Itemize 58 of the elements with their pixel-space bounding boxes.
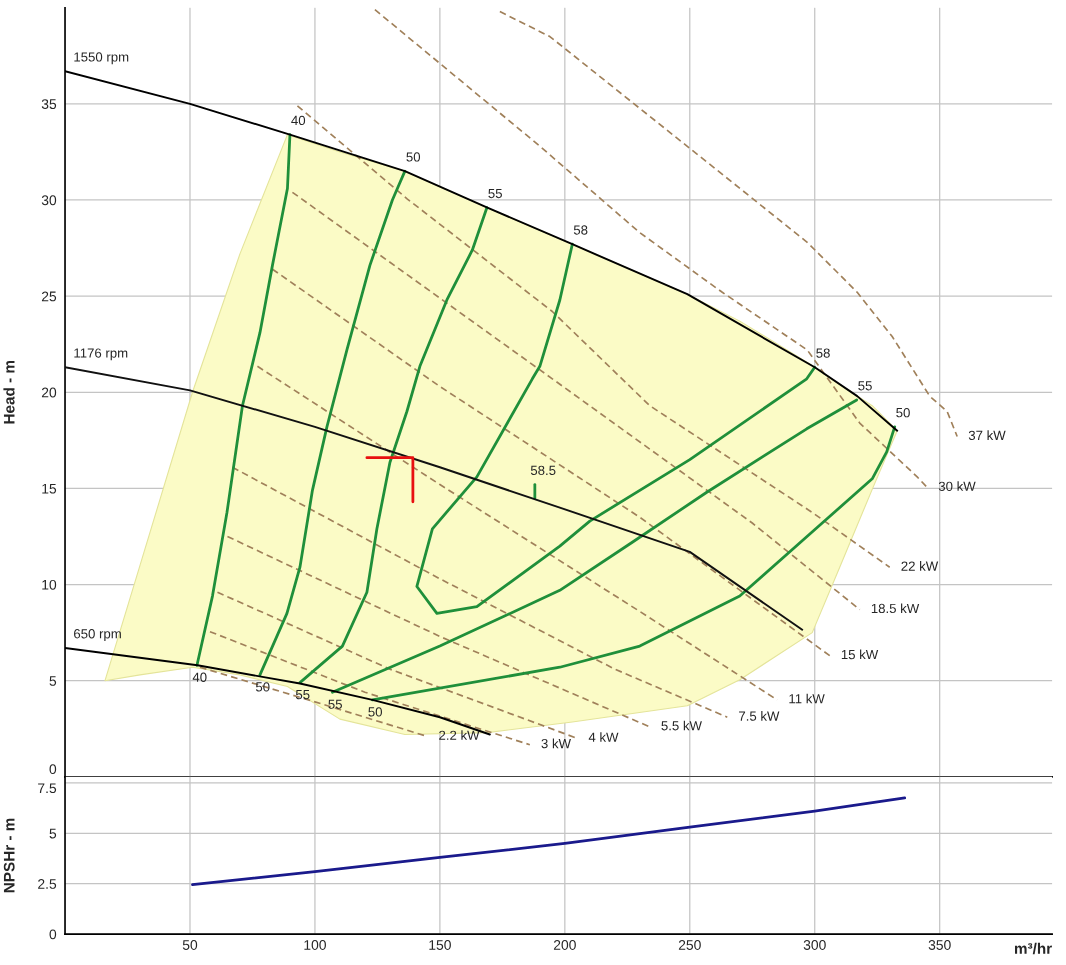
- y-tick-label: 35: [41, 99, 57, 110]
- line-series: [65, 366, 804, 631]
- annotation: 37 kW: [968, 430, 1006, 441]
- annotation: 3 kW: [541, 738, 571, 749]
- annotation: 15 kW: [841, 649, 879, 660]
- line-series: [374, 8, 929, 489]
- annotation: 22 kW: [901, 561, 939, 571]
- line-series: [331, 398, 859, 694]
- x-tick-label: 250: [678, 940, 701, 950]
- annotation: 18.5 kW: [871, 603, 920, 614]
- annotation: 40: [192, 672, 207, 682]
- annotation: 50: [406, 152, 421, 162]
- annotation: 5.5 kW: [661, 720, 702, 731]
- annotation: 4 kW: [588, 732, 619, 742]
- annotation: 1176 rpm: [74, 348, 128, 361]
- y-tick-label: 25: [41, 291, 57, 302]
- x-tick-label: 50: [182, 940, 198, 950]
- annotation: 55: [488, 188, 502, 199]
- annotation: 55: [858, 381, 872, 391]
- annotation: 650 rpm: [74, 629, 121, 642]
- line-series: [195, 133, 292, 667]
- x-tick-label: 300: [803, 940, 826, 950]
- annotation: 7.5 kW: [739, 711, 780, 721]
- x-tick-label: 350: [928, 940, 951, 950]
- annotation: 50: [368, 707, 383, 717]
- line-series: [415, 242, 817, 615]
- annotation: 58: [573, 225, 588, 235]
- annotation: 50: [896, 407, 910, 418]
- y-tick-label: 0: [49, 764, 57, 775]
- annotation: 30 kW: [938, 481, 976, 491]
- annotation: 11 kW: [789, 693, 825, 704]
- y-tick-label: 7.5: [38, 783, 57, 794]
- y-tick-label: 2.5: [38, 879, 57, 889]
- x-axis-title: m³/hr: [1014, 942, 1052, 955]
- y-tick-label: 5: [49, 676, 57, 686]
- y-axis-title: NPSHr - m: [3, 818, 15, 893]
- line-series: [258, 169, 407, 677]
- annotation: 58: [816, 348, 830, 358]
- annotation: 2.2 kW: [439, 730, 480, 740]
- annotation: 1550 rpm: [74, 52, 129, 65]
- annotation: 40: [291, 115, 306, 126]
- line-series: [271, 268, 831, 657]
- y-tick-label: 30: [41, 195, 57, 206]
- y-tick-label: 0: [49, 929, 57, 940]
- line-series: [371, 425, 897, 702]
- annotation: 50: [255, 682, 270, 692]
- x-tick-label: 200: [553, 940, 576, 950]
- annotation: 58.5: [530, 465, 556, 476]
- y-tick-label: 15: [42, 483, 57, 494]
- y-tick-label: 20: [41, 387, 57, 398]
- annotation: 55: [295, 690, 310, 700]
- y-axis-title: Head - m: [3, 360, 15, 424]
- line-series: [298, 206, 489, 684]
- x-tick-label: 150: [429, 940, 451, 950]
- annotation: 55: [328, 699, 342, 709]
- y-tick-label: 10: [42, 579, 57, 590]
- x-tick-label: 100: [304, 940, 326, 950]
- y-tick-label: 5: [49, 828, 57, 839]
